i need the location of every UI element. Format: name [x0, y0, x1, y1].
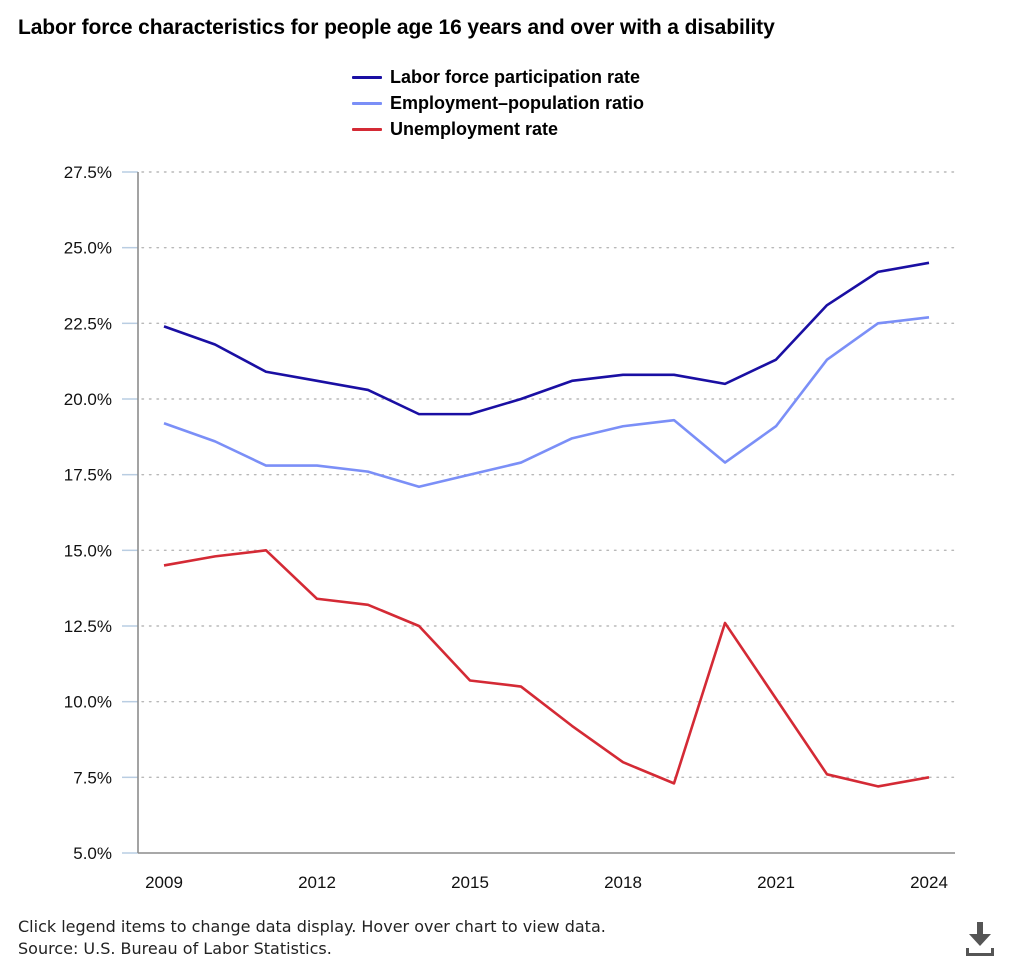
- legend-label: Unemployment rate: [390, 118, 559, 139]
- chart-title: Labor force characteristics for people a…: [18, 16, 775, 39]
- download-icon: [966, 922, 994, 956]
- data-point-employment-population-ratio[interactable]: [770, 420, 782, 432]
- data-point-employment-population-ratio[interactable]: [566, 432, 578, 444]
- x-tick-label: 2024: [910, 873, 948, 892]
- data-point-labor-force-participation-rate[interactable]: [770, 354, 782, 366]
- data-point-unemployment-rate[interactable]: [617, 756, 629, 768]
- data-point-labor-force-participation-rate[interactable]: [566, 375, 578, 387]
- legend-item-unemployment-rate[interactable]: Unemployment rate: [352, 116, 644, 142]
- y-tick-label: 5.0%: [73, 844, 112, 863]
- data-point-labor-force-participation-rate[interactable]: [209, 339, 221, 351]
- y-tick-label: 27.5%: [64, 163, 112, 182]
- footer-instructions: Click legend items to change data displa…: [18, 917, 606, 936]
- legend-item-labor-force-participation[interactable]: Labor force participation rate: [352, 64, 644, 90]
- data-point-employment-population-ratio[interactable]: [872, 317, 884, 329]
- legend-swatch-labor-force-participation: [352, 75, 382, 79]
- legend-item-employment-population[interactable]: Employment–population ratio: [352, 90, 644, 116]
- data-point-labor-force-participation-rate[interactable]: [872, 266, 884, 278]
- data-point-employment-population-ratio[interactable]: [311, 460, 323, 472]
- line-chart[interactable]: 5.0% 7.5% 10.0% 12.5% 15.0% 17.5% 20.0% 22.5% 25…: [0, 0, 1024, 910]
- data-point-unemployment-rate[interactable]: [515, 681, 527, 693]
- data-point-unemployment-rate[interactable]: [413, 620, 425, 632]
- legend-swatch-employment-population: [352, 101, 382, 105]
- y-tick-label: 20.0%: [64, 390, 112, 409]
- data-point-unemployment-rate[interactable]: [209, 550, 221, 562]
- data-point-employment-population-ratio[interactable]: [617, 420, 629, 432]
- data-point-employment-population-ratio[interactable]: [719, 457, 731, 469]
- data-point-unemployment-rate[interactable]: [260, 544, 272, 556]
- x-tick-label: 2018: [604, 873, 642, 892]
- data-point-labor-force-participation-rate[interactable]: [668, 369, 680, 381]
- y-tick-label: 10.0%: [64, 693, 112, 712]
- y-tick-label: 22.5%: [64, 314, 112, 333]
- data-point-labor-force-participation-rate[interactable]: [464, 408, 476, 420]
- y-tick-label: 7.5%: [73, 768, 112, 787]
- y-tick-label: 12.5%: [64, 617, 112, 636]
- data-point-employment-population-ratio[interactable]: [464, 469, 476, 481]
- data-point-labor-force-participation-rate[interactable]: [260, 366, 272, 378]
- data-point-labor-force-participation-rate[interactable]: [158, 320, 170, 332]
- series-line-unemployment-rate[interactable]: [163, 549, 930, 788]
- data-point-labor-force-participation-rate[interactable]: [515, 393, 527, 405]
- data-point-unemployment-rate[interactable]: [872, 780, 884, 792]
- data-point-employment-population-ratio[interactable]: [158, 417, 170, 429]
- series-lines: [158, 257, 935, 792]
- data-point-labor-force-participation-rate[interactable]: [821, 299, 833, 311]
- data-point-unemployment-rate[interactable]: [158, 559, 170, 571]
- data-point-labor-force-participation-rate[interactable]: [413, 408, 425, 420]
- y-tick-label: 25.0%: [64, 239, 112, 258]
- chart-footer: Click legend items to change data displa…: [18, 916, 606, 960]
- data-point-employment-population-ratio[interactable]: [515, 457, 527, 469]
- data-point-unemployment-rate[interactable]: [923, 771, 935, 783]
- x-tick-label: 2009: [145, 873, 183, 892]
- data-point-unemployment-rate[interactable]: [311, 593, 323, 605]
- data-point-labor-force-participation-rate[interactable]: [311, 375, 323, 387]
- data-point-employment-population-ratio[interactable]: [821, 354, 833, 366]
- x-axis-ticks: 2009 2012 2015 2018 2021 2024: [145, 873, 948, 892]
- y-axis-ticks: 5.0% 7.5% 10.0% 12.5% 15.0% 17.5% 20.0% 22.5% 25…: [64, 163, 138, 863]
- y-tick-label: 15.0%: [64, 541, 112, 560]
- data-point-labor-force-participation-rate[interactable]: [923, 257, 935, 269]
- data-point-unemployment-rate[interactable]: [464, 674, 476, 686]
- gridlines: [141, 171, 956, 779]
- series-line-labor-force-participation-rate[interactable]: [163, 261, 930, 416]
- data-point-employment-population-ratio[interactable]: [668, 414, 680, 426]
- data-point-unemployment-rate[interactable]: [821, 768, 833, 780]
- legend-label: Labor force participation rate: [390, 66, 641, 87]
- data-point-labor-force-participation-rate[interactable]: [719, 378, 731, 390]
- data-point-employment-population-ratio[interactable]: [362, 466, 374, 478]
- data-point-unemployment-rate[interactable]: [362, 599, 374, 611]
- data-point-unemployment-rate[interactable]: [668, 777, 680, 789]
- x-tick-label: 2012: [298, 873, 336, 892]
- x-tick-label: 2015: [451, 873, 489, 892]
- download-button[interactable]: [962, 920, 998, 960]
- data-point-labor-force-participation-rate[interactable]: [362, 384, 374, 396]
- data-point-unemployment-rate[interactable]: [770, 693, 782, 705]
- x-tick-label: 2021: [757, 873, 795, 892]
- series-line-employment-population-ratio[interactable]: [163, 315, 930, 489]
- data-point-labor-force-participation-rate[interactable]: [617, 369, 629, 381]
- data-point-employment-population-ratio[interactable]: [209, 435, 221, 447]
- footer-source: Source: U.S. Bureau of Labor Statistics.: [18, 939, 332, 958]
- data-point-unemployment-rate[interactable]: [566, 720, 578, 732]
- legend-swatch-unemployment-rate: [352, 127, 382, 131]
- y-tick-label: 17.5%: [64, 466, 112, 485]
- data-point-employment-population-ratio[interactable]: [923, 311, 935, 323]
- data-point-employment-population-ratio[interactable]: [413, 481, 425, 493]
- legend-label: Employment–population ratio: [390, 92, 645, 113]
- data-point-unemployment-rate[interactable]: [719, 617, 731, 629]
- legend: Labor force participation rate Employmen…: [352, 64, 644, 142]
- data-point-employment-population-ratio[interactable]: [260, 460, 272, 472]
